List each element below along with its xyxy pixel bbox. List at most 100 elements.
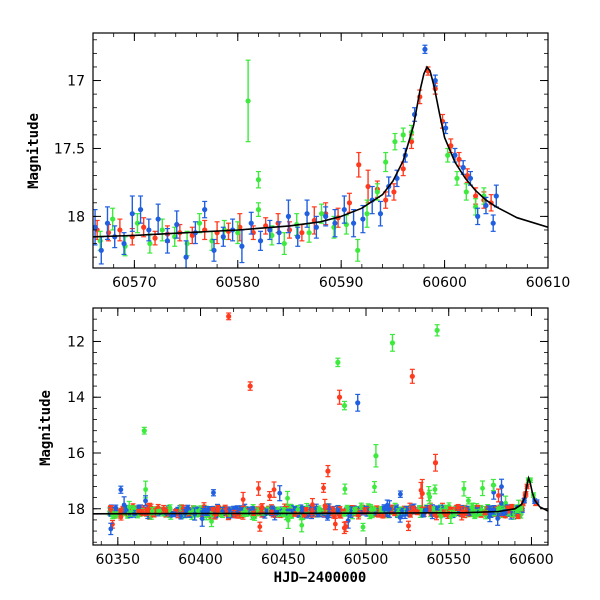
scatter-point-red	[321, 482, 327, 493]
data-point-blue	[220, 226, 226, 247]
scatter-point-blue	[204, 508, 210, 517]
x-tick-label: 60500	[344, 552, 389, 568]
data-point-green	[255, 202, 262, 217]
x-tick-label: 60610	[526, 275, 571, 291]
scatter-point-red	[343, 521, 349, 533]
data-point-blue	[443, 122, 449, 135]
x-tick-label: 60590	[319, 275, 364, 291]
band-point-blue	[423, 507, 429, 513]
y-tick-label: 12	[67, 334, 85, 350]
data-point-blue	[377, 200, 384, 227]
scatter-point-green	[480, 480, 486, 497]
scatter-point-green	[371, 480, 377, 493]
y-tick-label: 18	[67, 209, 85, 225]
data-point-blue	[202, 200, 208, 219]
band-point-green	[316, 507, 322, 513]
data-point-green	[255, 170, 262, 189]
x-tick-label: 60450	[261, 552, 306, 568]
scatter-point-blue	[384, 499, 390, 512]
x-tick-label: 60550	[426, 552, 471, 568]
y-tick-label: 17.5	[54, 141, 85, 157]
band-point-blue	[420, 512, 426, 518]
band-point-blue	[435, 505, 441, 511]
outlier-point-red	[432, 453, 439, 472]
outlier-point-red	[409, 368, 415, 384]
data-point-blue	[350, 208, 357, 238]
data-point-green	[400, 127, 406, 143]
bottom-x-axis-title: HJD−2400000	[274, 570, 367, 586]
scatter-point-red	[271, 481, 277, 498]
data-point-blue	[248, 211, 254, 235]
data-point-green	[355, 238, 361, 262]
band-point-red	[161, 504, 167, 513]
scatter-point-green	[342, 483, 348, 495]
outlier-point-red	[247, 381, 253, 391]
scatter-point-red	[405, 520, 411, 532]
scatter-point-red	[240, 491, 246, 508]
data-point-blue	[493, 184, 499, 208]
scatter-point-green	[360, 522, 366, 532]
outlier-point-green	[335, 357, 341, 368]
band-point-red	[515, 514, 521, 520]
scatter-point-blue	[118, 485, 124, 494]
x-tick-label: 60600	[509, 552, 554, 568]
data-point-blue	[285, 199, 292, 234]
scatter-point-red	[256, 481, 262, 496]
bottom-y-axis-title: Magnitude	[38, 390, 54, 466]
outlier-point-red	[226, 312, 232, 321]
outlier-point-green	[341, 400, 348, 411]
scatter-point-green	[209, 515, 215, 528]
top-data-layer	[93, 44, 499, 268]
band-point-green	[344, 504, 350, 512]
data-point-green	[281, 232, 287, 256]
band-point-green	[368, 513, 374, 519]
data-point-blue	[295, 226, 301, 247]
scatter-point-red	[267, 490, 273, 502]
scatter-point-blue	[277, 485, 283, 502]
data-point-blue	[341, 195, 347, 224]
data-point-blue	[460, 160, 466, 175]
data-point-red	[117, 218, 123, 242]
outlier-point-green	[389, 333, 396, 352]
y-tick-label: 14	[67, 390, 85, 406]
data-point-red	[383, 191, 389, 209]
top-model-curve	[93, 65, 548, 238]
scatter-point-red	[455, 503, 461, 511]
band-point-green	[341, 511, 347, 517]
data-point-blue	[332, 208, 338, 238]
y-tick-label: 16	[67, 446, 85, 462]
data-point-blue	[257, 230, 264, 251]
scatter-point-red	[495, 488, 501, 503]
bottom-plot-frame	[92, 307, 549, 546]
data-point-blue	[146, 218, 152, 242]
x-tick-label: 60400	[178, 552, 223, 568]
data-point-blue	[267, 219, 273, 241]
data-point-blue	[422, 44, 428, 54]
data-point-green	[383, 151, 389, 173]
data-point-blue	[276, 221, 282, 245]
bottom-axis-ticks: 60350 60400 60450 60500 60550 60600 12 14 16 18	[67, 307, 554, 568]
data-point-red	[356, 151, 362, 178]
band-point-red	[303, 506, 309, 512]
band-point-red	[118, 508, 124, 514]
lightcurve-panel-full: 60350 60400 60450 60500 60550 60600 12 14 16 18 M…	[38, 307, 554, 586]
scatter-point-blue	[487, 505, 493, 523]
outlier-point-green	[373, 444, 379, 468]
scatter-point-blue	[108, 522, 114, 536]
scatter-point-red	[309, 497, 315, 512]
data-point-green	[134, 213, 141, 234]
scatter-point-green	[143, 480, 149, 499]
outlier-point-red	[336, 389, 343, 405]
outlier-point-red	[419, 478, 425, 508]
data-point-blue	[323, 206, 329, 227]
band-point-red	[210, 506, 216, 512]
outlier-point-blue	[355, 393, 361, 412]
top-axis-ticks: 60570 60580 60590 60600 60610 17 17.5 18	[54, 33, 570, 291]
data-point-green	[318, 203, 325, 224]
outlier-point-red	[325, 464, 331, 478]
band-point-red	[380, 513, 386, 519]
scatter-point-green	[465, 496, 471, 505]
scatter-point-red	[332, 517, 338, 531]
data-point-blue	[313, 215, 319, 239]
data-point-red	[448, 138, 454, 154]
